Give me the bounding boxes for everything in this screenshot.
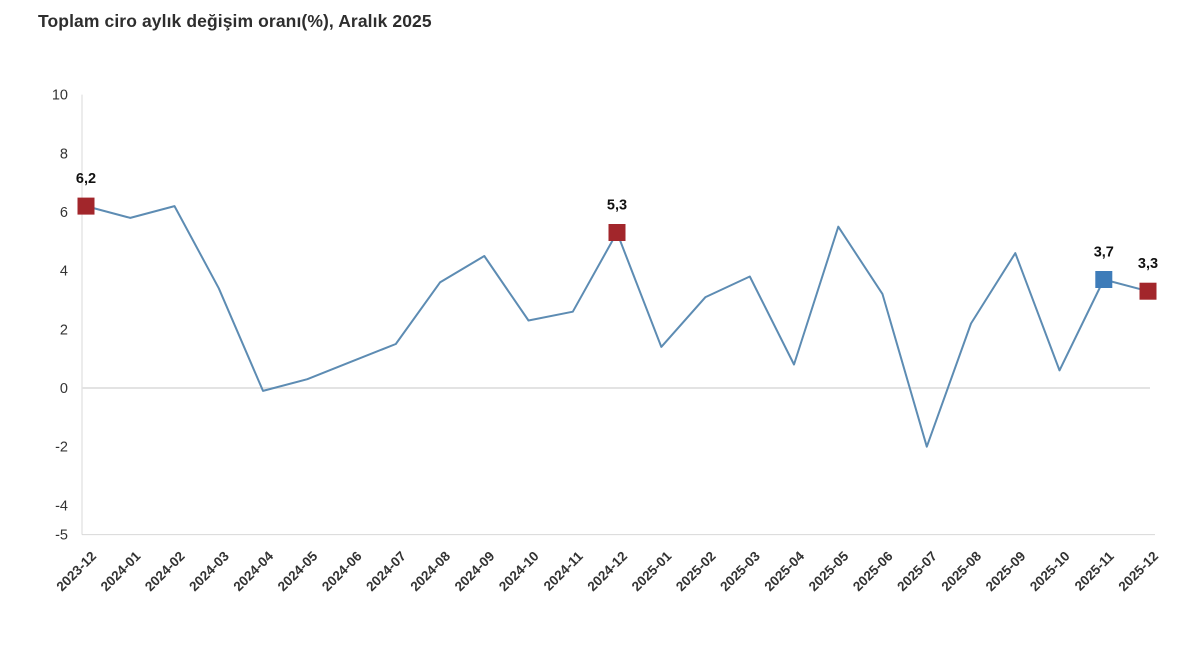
x-axis-tick-label: 2024-11	[541, 548, 586, 593]
x-axis-tick-label: 2025-07	[894, 549, 940, 595]
x-axis-tick-label: 2023-12	[53, 549, 99, 595]
data-point-label-2025-12: 3,3	[1138, 256, 1158, 272]
data-point-marker-2025-12[interactable]	[1139, 282, 1157, 300]
y-axis-tick-label: 4	[60, 264, 68, 280]
x-axis-tick-label: 2024-03	[186, 548, 232, 594]
x-axis-tick-label: 2025-05	[806, 548, 852, 594]
x-axis-tick-label: 2025-06	[850, 548, 896, 594]
data-point-marker-2024-12[interactable]	[608, 224, 626, 241]
x-axis-tick-label: 2024-12	[584, 549, 630, 595]
x-axis-tick-label: 2025-01	[629, 548, 675, 594]
x-axis-tick-label: 2024-04	[230, 548, 276, 594]
x-axis-tick-label: 2024-01	[98, 548, 144, 594]
x-axis-tick-label: 2025-03	[717, 548, 763, 594]
data-point-marker-2025-11[interactable]	[1095, 271, 1113, 288]
y-axis-tick-label: 6	[60, 205, 68, 221]
y-axis-tick-label: -4	[55, 498, 68, 514]
data-point-label-2024-12: 5,3	[607, 198, 627, 214]
x-axis-tick-label: 2024-08	[407, 548, 453, 594]
data-point-label-2023-12: 6,2	[76, 171, 96, 187]
x-axis-tick-label: 2025-10	[1027, 549, 1073, 595]
y-axis-tick-label: 10	[52, 88, 68, 104]
data-point-marker-2023-12[interactable]	[77, 197, 95, 215]
chart-title: Toplam ciro aylık değişim oranı(%), Aral…	[38, 11, 432, 31]
x-axis-tick-label: 2025-12	[1115, 549, 1161, 595]
x-axis-tick-label: 2024-09	[452, 549, 498, 595]
y-axis-tick-label: 8	[60, 146, 68, 162]
data-point-label-2025-11: 3,7	[1094, 245, 1114, 261]
data-series-line	[85, 205, 1149, 448]
x-axis-tick-label: 2024-10	[496, 549, 542, 595]
y-axis-tick-label: -5	[55, 528, 68, 544]
y-axis-tick-label: 0	[60, 381, 68, 397]
x-axis-tick-label: 2025-02	[673, 549, 719, 595]
x-axis-tick-label: 2024-05	[275, 548, 321, 594]
x-axis-tick-label: 2024-06	[319, 548, 365, 594]
x-axis-tick-label: 2025-08	[938, 548, 984, 594]
x-axis-tick-label: 2024-02	[142, 549, 188, 595]
x-axis-tick-label: 2025-04	[761, 548, 807, 594]
x-axis-tick-label: 2024-07	[363, 549, 409, 595]
y-axis-tick-label: -2	[55, 440, 68, 456]
x-axis-tick-label: 2025-09	[983, 549, 1029, 595]
y-axis-tick-label: 2	[60, 322, 68, 338]
x-axis-tick-label: 2025-11	[1072, 548, 1117, 593]
